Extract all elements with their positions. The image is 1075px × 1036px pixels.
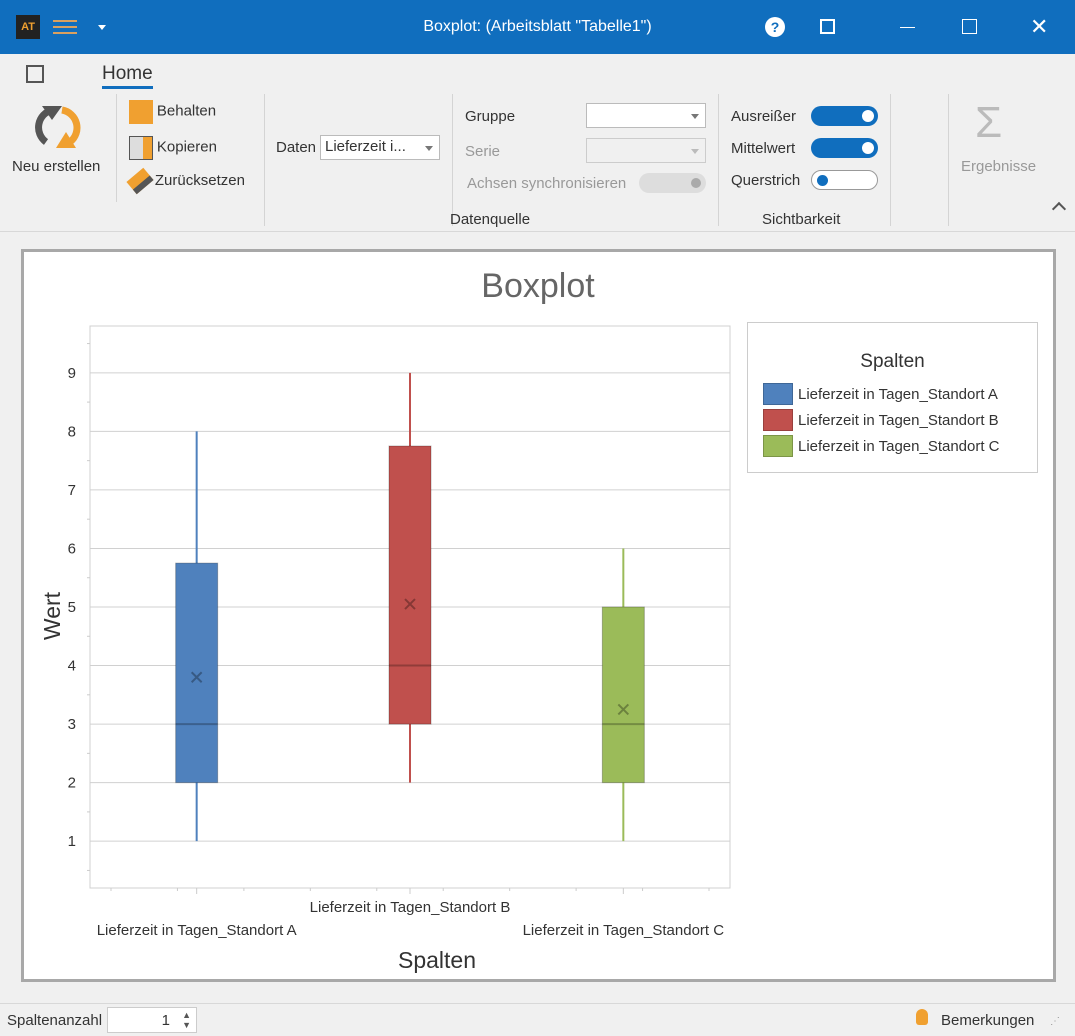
series-select (586, 138, 706, 163)
group-select[interactable] (586, 103, 706, 128)
close-button[interactable]: ✕ (1030, 14, 1049, 39)
x-tick-label: Lieferzeit in Tagen_Standort A (97, 922, 297, 939)
chart-title: Boxplot (481, 267, 595, 305)
columns-spinner[interactable]: 1 ▲ ▼ (107, 1007, 197, 1033)
columns-label: Spaltenanzahl (7, 1012, 103, 1029)
legend-swatch (763, 409, 793, 431)
legend-label: Lieferzeit in Tagen_Standort B (798, 411, 999, 429)
y-tick-label: 4 (68, 658, 76, 675)
legend: Spalten Lieferzeit in Tagen_Standort A Li… (747, 322, 1038, 473)
crossbar-toggle[interactable] (811, 170, 878, 190)
group-label: Gruppe (465, 108, 516, 125)
box (388, 445, 432, 725)
new-button[interactable]: Neu erstellen (8, 102, 108, 182)
minimize-button[interactable] (900, 27, 915, 28)
legend-item: Lieferzeit in Tagen_Standort C (763, 433, 1000, 459)
legend-swatch (763, 435, 793, 457)
reset-label: Zurücksetzen (154, 172, 245, 189)
legend-label: Lieferzeit in Tagen_Standort C (798, 437, 1000, 455)
keep-button[interactable]: Behalten (129, 100, 216, 124)
crossbar-label: Querstrich (731, 172, 801, 189)
y-axis-label: Wert (39, 591, 65, 640)
results-label: Ergebnisse (961, 158, 1037, 175)
eraser-icon (126, 168, 154, 195)
y-tick-label: 8 (68, 423, 76, 440)
boxplot-chart: Boxplot 1 2 3 4 5 6 7 8 9 Wert Spalten Lieferzeit in… (39, 267, 731, 973)
app-logo: AT (16, 15, 40, 39)
data-label: Daten (276, 139, 317, 156)
box (601, 606, 645, 784)
box (175, 562, 219, 784)
notes-button[interactable]: Bemerkungen (941, 1012, 1035, 1029)
sigma-icon: Σ (975, 98, 1003, 147)
legend-swatch (763, 383, 793, 405)
x-tick-label: Lieferzeit in Tagen_Standort B (310, 899, 511, 916)
restore-ribbon-icon[interactable] (820, 19, 835, 34)
menu-icon[interactable] (53, 20, 77, 34)
y-tick-label: 2 (68, 775, 76, 792)
visibility-group-label: Sichtbarkeit (762, 211, 841, 228)
window-title: Boxplot: (Arbeitsblatt "Tabelle1") (423, 18, 652, 35)
new-label: Neu erstellen (12, 158, 101, 175)
help-icon[interactable]: ? (765, 17, 785, 37)
title-bar: AT Boxplot: (Arbeitsblatt "Tabelle1") ? … (0, 0, 1075, 54)
view-menu-icon[interactable] (26, 65, 44, 83)
outliers-label: Ausreißer (731, 108, 797, 125)
outliers-toggle[interactable] (811, 106, 878, 126)
y-tick-label: 9 (68, 365, 76, 382)
copy-button[interactable]: Kopieren (129, 136, 217, 160)
y-tick-label: 7 (68, 482, 76, 499)
mean-marker (617, 703, 630, 716)
chart-panel: Boxplot 1 2 3 4 5 6 7 8 9 Wert Spalten Lieferzeit in… (21, 249, 1056, 982)
y-tick-label: 6 (68, 540, 76, 557)
copy-icon (129, 136, 153, 160)
quick-access-dropdown-icon[interactable] (98, 25, 106, 30)
legend-label: Lieferzeit in Tagen_Standort A (798, 385, 998, 403)
status-bar: Spaltenanzahl 1 ▲ ▼ Bemerkungen ⋰ (0, 1003, 1075, 1036)
save-icon (129, 100, 153, 124)
collapse-ribbon-icon[interactable] (1051, 201, 1067, 217)
x-tick-label: Lieferzeit in Tagen_Standort C (523, 922, 725, 939)
columns-value: 1 (161, 1012, 170, 1029)
series-label: Serie (465, 143, 501, 160)
mean-label: Mittelwert (731, 140, 796, 157)
mean-marker (190, 671, 203, 683)
y-tick-label: 5 (68, 599, 76, 616)
mean-marker (404, 598, 416, 610)
x-axis-label: Spalten (398, 947, 476, 973)
y-tick-label: 3 (68, 716, 76, 733)
datasource-group-label: Datenquelle (450, 211, 531, 228)
reset-button[interactable]: Zurücksetzen (126, 168, 245, 195)
refresh-icon (35, 106, 81, 148)
lightbulb-icon (916, 1009, 928, 1025)
copy-label: Kopieren (156, 138, 217, 156)
spinner-arrows-icon[interactable]: ▲ ▼ (182, 1010, 191, 1030)
keep-label: Behalten (156, 102, 217, 120)
tab-home[interactable]: Home (102, 63, 153, 89)
y-tick-label: 1 (68, 833, 76, 850)
ribbon: Home Neu erstellen Behalten Kopieren Zur… (0, 54, 1075, 232)
sync-axes-label: Achsen synchronisieren (467, 175, 627, 192)
maximize-button[interactable] (962, 19, 977, 34)
sync-axes-toggle (639, 173, 706, 193)
mean-toggle[interactable] (811, 138, 878, 158)
legend-item: Lieferzeit in Tagen_Standort B (763, 407, 1000, 433)
legend-item: Lieferzeit in Tagen_Standort A (763, 381, 1000, 407)
resize-grip-icon[interactable]: ⋰ (1050, 1016, 1060, 1027)
legend-title: Spalten (860, 351, 925, 372)
data-select[interactable]: Lieferzeit i... (320, 135, 440, 160)
results-button: Σ Ergebnisse (955, 98, 1045, 178)
